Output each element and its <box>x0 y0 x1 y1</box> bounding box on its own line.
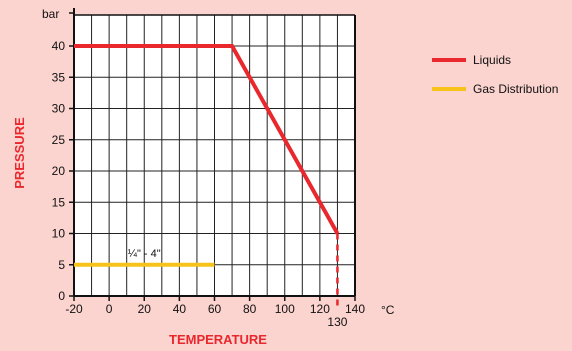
y-tick-label: 30 <box>52 102 66 116</box>
x-tick-label: 60 <box>208 302 222 316</box>
y-tick-label: 0 <box>58 289 65 303</box>
x-unit-label: °C <box>381 303 395 317</box>
y-unit-label: bar <box>42 7 59 21</box>
y-tick-label: 20 <box>52 164 66 178</box>
y-tick-label: 5 <box>58 258 65 272</box>
x-tick-label: 140 <box>345 302 365 316</box>
x-tick-label: 40 <box>173 302 187 316</box>
y-tick-label: 40 <box>52 39 66 53</box>
x-tick-label: -20 <box>65 302 83 316</box>
y-tick-label: 25 <box>52 133 66 147</box>
max-temperature-annotation: 130 <box>327 315 347 329</box>
series-line <box>74 44 340 235</box>
y-tick-label: 15 <box>52 195 66 209</box>
x-tick-label: 20 <box>138 302 152 316</box>
x-tick-label: 120 <box>310 302 330 316</box>
x-tick-label: 100 <box>275 302 295 316</box>
x-tick-label: 0 <box>106 302 113 316</box>
legend-label: Liquids <box>473 53 511 67</box>
y-axis-title: PRESSURE <box>12 117 27 189</box>
x-axis-title: TEMPERATURE <box>169 332 267 347</box>
grid <box>74 15 355 296</box>
series-lines <box>74 44 340 308</box>
x-tick-label: 80 <box>243 302 257 316</box>
y-tick-label: 10 <box>52 227 66 241</box>
pipe-size-annotation: ¼" - 4" <box>128 248 161 260</box>
annotations: ¼" - 4" 130 <box>128 248 348 329</box>
y-tick-label: 35 <box>52 70 66 84</box>
legend: Liquids Gas Distribution <box>432 53 558 96</box>
axes <box>69 8 356 301</box>
legend-label: Gas Distribution <box>473 82 558 96</box>
